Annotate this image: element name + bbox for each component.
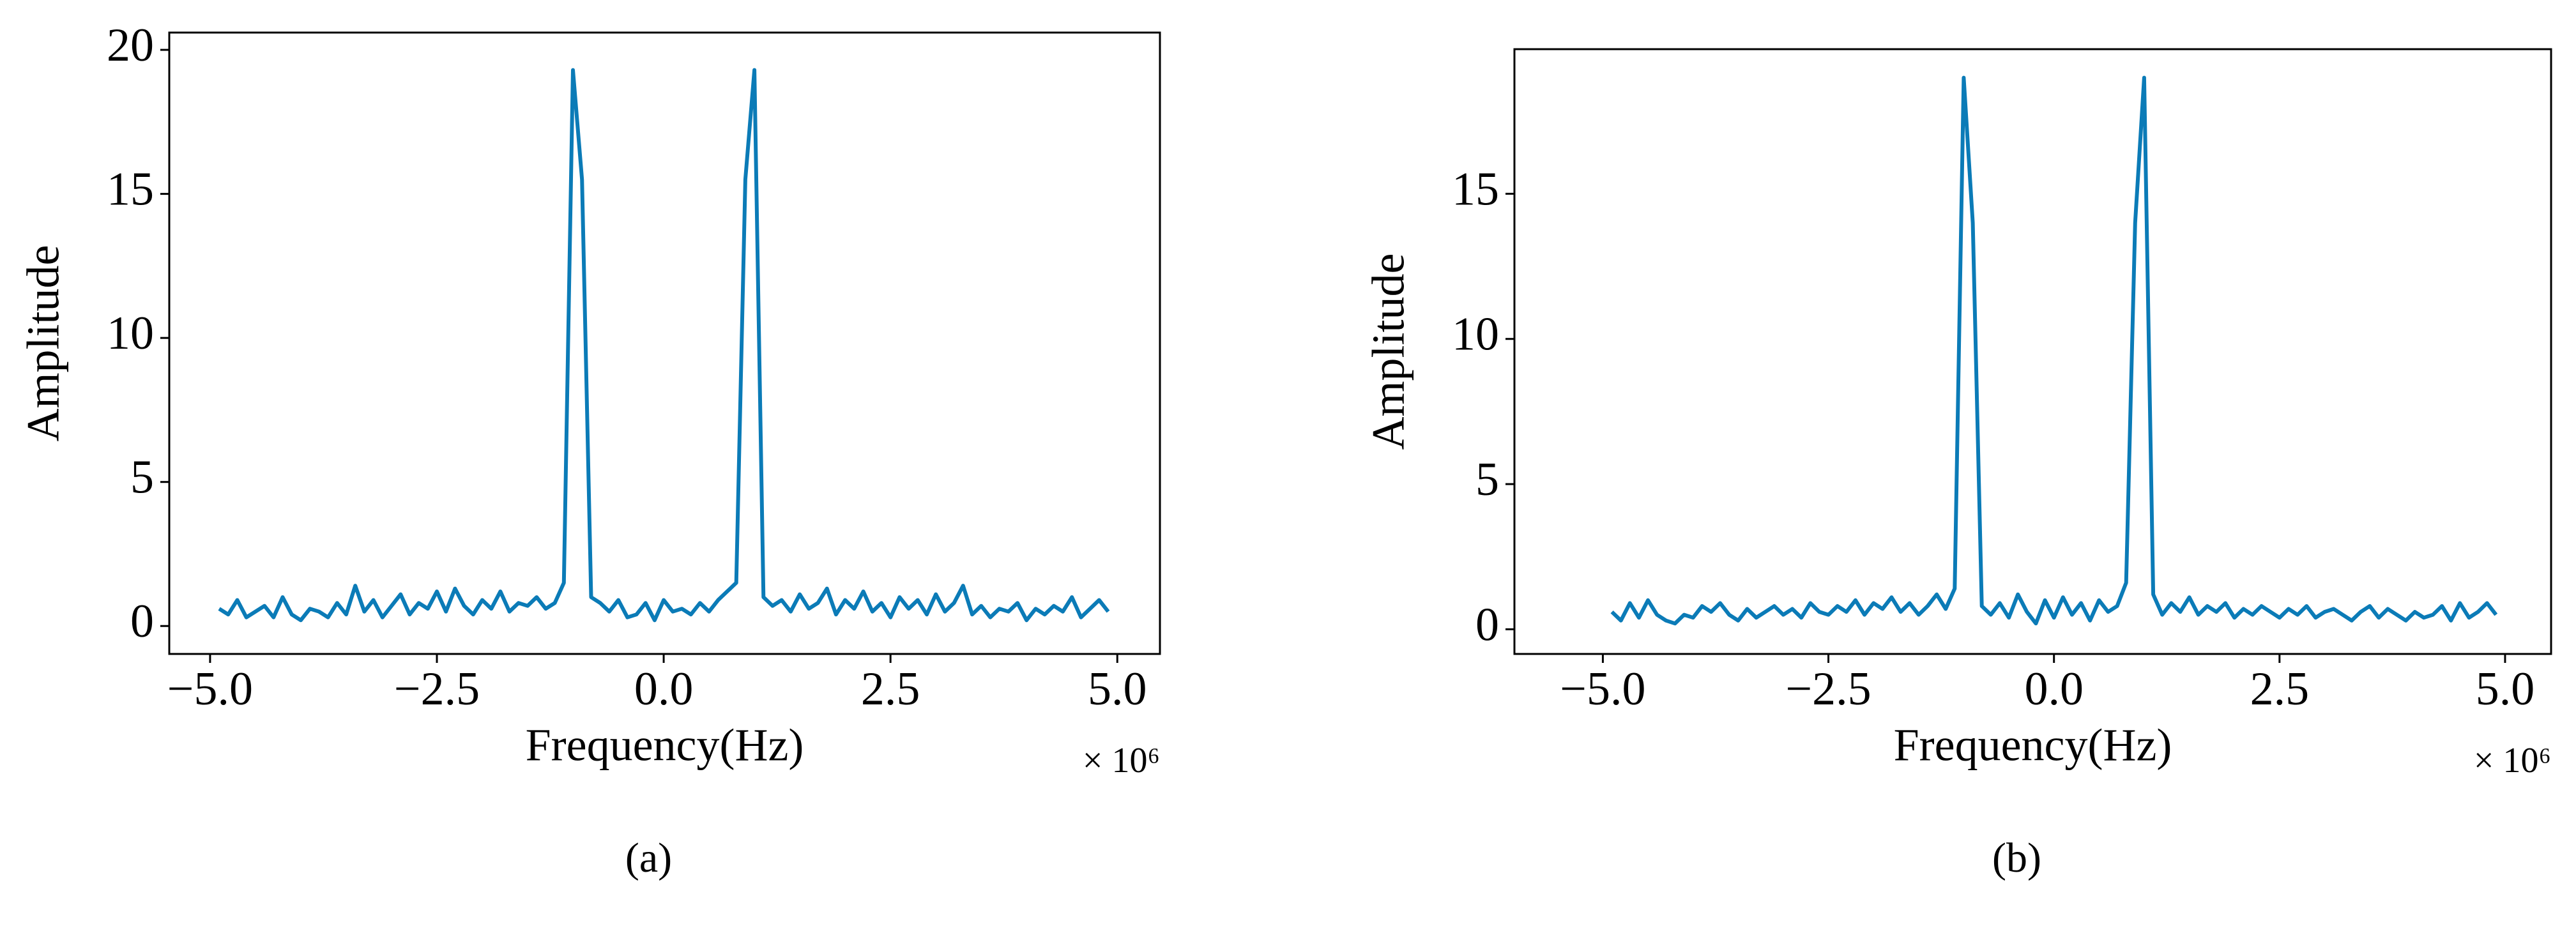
panel-label: (a) — [625, 835, 672, 881]
y-axis-label: Amplitude — [1363, 254, 1414, 450]
y-tick-label: 0 — [130, 595, 154, 648]
y-tick-label: 15 — [107, 163, 154, 216]
y-tick-label: 10 — [1452, 308, 1499, 361]
panel-label: (b) — [1992, 835, 2041, 881]
chart-panel: −5.0 −2.5 0.0 2.5 5.0 0 5 10 15 20 Frequency(Hz) × … — [18, 19, 1161, 881]
axes-frame — [1513, 48, 2552, 655]
x-tick-label: −5.0 — [1560, 663, 1645, 715]
x-axis-label: Frequency(Hz) — [1894, 720, 2172, 771]
y-axis-label: Amplitude — [18, 245, 69, 442]
data-line — [1610, 75, 2498, 626]
x-offset-label: × 10⁶ — [2474, 741, 2551, 780]
x-tick-label: 5.0 — [2476, 663, 2535, 715]
x-tick-label: 2.5 — [861, 663, 920, 715]
x-tick-label: 5.0 — [1088, 663, 1147, 715]
x-tick-label: −2.5 — [394, 663, 480, 715]
y-tick-label: 10 — [107, 307, 154, 360]
data-line — [218, 68, 1110, 623]
chart-panel: −5.0 −2.5 0.0 2.5 5.0 0 5 10 15 Frequency(Hz) × 10… — [1363, 48, 2552, 881]
y-tick-label: 0 — [1475, 598, 1499, 651]
x-tick-label: 0.0 — [634, 663, 694, 715]
axes-frame — [168, 31, 1161, 655]
y-tick-label: 20 — [107, 19, 154, 72]
x-tick-label: 2.5 — [2250, 663, 2310, 715]
x-tick-label: 0.0 — [2024, 663, 2084, 715]
x-axis-label: Frequency(Hz) — [526, 720, 804, 771]
x-tick-label: −5.0 — [167, 663, 253, 715]
y-tick-label: 5 — [1475, 453, 1499, 506]
x-offset-label: × 10⁶ — [1083, 741, 1160, 780]
y-tick-label: 15 — [1452, 163, 1499, 215]
x-tick-label: −2.5 — [1785, 663, 1871, 715]
y-tick-label: 5 — [130, 452, 154, 504]
